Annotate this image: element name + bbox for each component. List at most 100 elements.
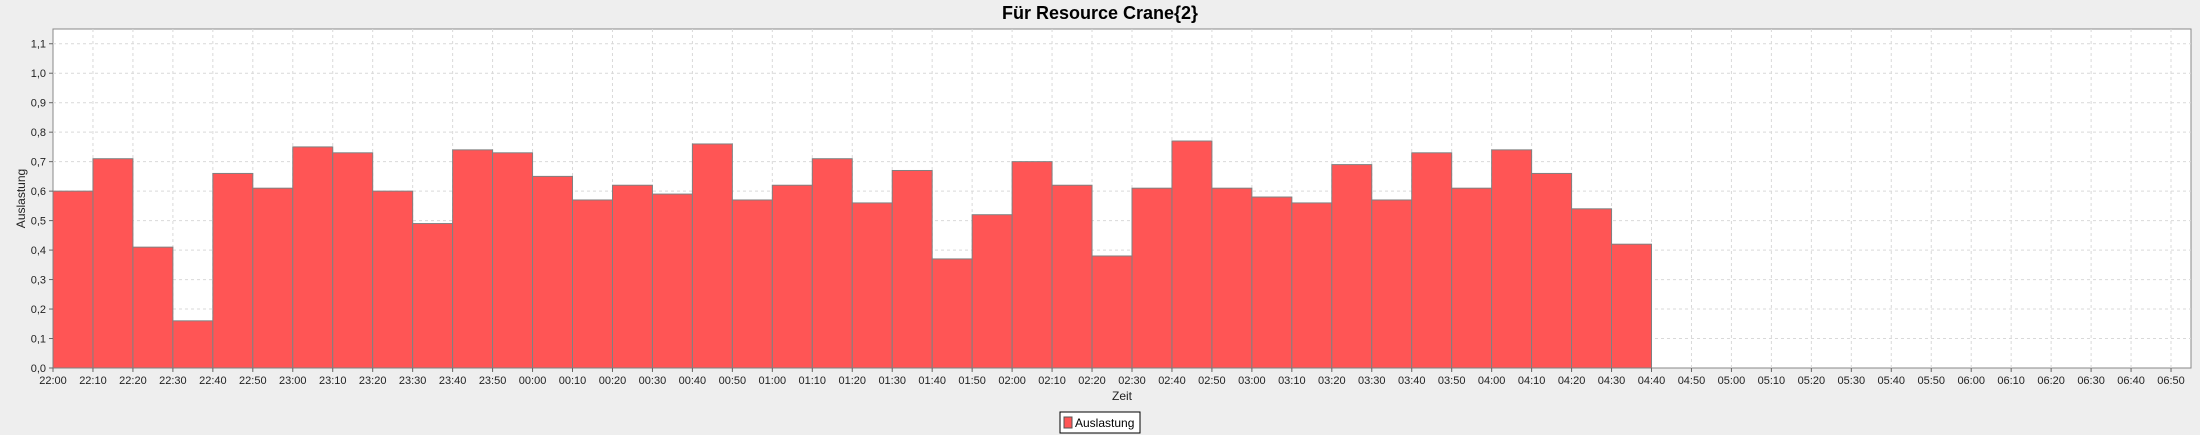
bar: [132, 246, 174, 369]
bar: [1011, 161, 1053, 369]
x-tick-label: 04:40: [1638, 375, 1666, 387]
chart-title: Für Resource Crane{2}: [1002, 3, 1198, 23]
x-tick-label: 02:10: [1038, 375, 1066, 387]
bar: [891, 169, 933, 369]
y-tick-label: 0,8: [31, 127, 46, 139]
bar: [931, 258, 973, 369]
x-tick-label: 02:00: [998, 375, 1026, 387]
x-tick-label: 02:30: [1118, 375, 1146, 387]
x-tick-label: 05:00: [1718, 375, 1746, 387]
legend: Auslastung: [1059, 411, 1141, 434]
x-tick-label: 23:40: [439, 375, 467, 387]
bar: [1171, 140, 1213, 369]
x-tick-label: 03:20: [1318, 375, 1346, 387]
bar: [1211, 187, 1253, 369]
y-tick-label: 0,5: [31, 216, 46, 228]
x-tick-label: 06:30: [2077, 375, 2105, 387]
x-tick-label: 23:20: [359, 375, 387, 387]
bar: [372, 190, 414, 369]
y-tick-label: 1,1: [31, 39, 46, 51]
bars: [52, 140, 1653, 369]
x-tick-label: 06:20: [2037, 375, 2065, 387]
y-tick-label: 1,0: [31, 68, 46, 80]
x-tick-label: 04:20: [1558, 375, 1586, 387]
x-tick-label: 03:00: [1238, 375, 1266, 387]
x-tick-label: 05:30: [1838, 375, 1866, 387]
y-axis-ticks: 0,0 0,1 0,2 0,3 0,4 0,5 0,6 0,7 0,8 0,9 1,0 1,1: [31, 39, 53, 375]
bar: [1531, 172, 1573, 369]
x-tick-label: 02:40: [1158, 375, 1186, 387]
bar: [1371, 199, 1413, 369]
bar: [332, 152, 374, 369]
x-tick-label: 03:50: [1438, 375, 1466, 387]
x-tick-label: 06:50: [2157, 375, 2185, 387]
y-axis-label: Auslastung: [14, 169, 28, 228]
bar: [1131, 187, 1173, 369]
bar: [1331, 164, 1373, 369]
x-tick-label: 00:00: [519, 375, 547, 387]
bar: [651, 193, 693, 369]
bar: [212, 172, 254, 369]
x-tick-label: 01:10: [799, 375, 827, 387]
x-tick-label: 00:10: [559, 375, 587, 387]
bar: [971, 214, 1013, 369]
y-tick-label: 0,3: [31, 275, 46, 287]
bar: [611, 184, 653, 369]
x-tick-label: 06:40: [2117, 375, 2145, 387]
bar: [1491, 149, 1533, 369]
bar: [1411, 152, 1453, 369]
bar: [412, 223, 454, 369]
bar: [1611, 243, 1653, 369]
x-tick-label: 04:30: [1598, 375, 1626, 387]
x-tick-label: 22:30: [159, 375, 187, 387]
bar: [731, 199, 773, 369]
bar: [172, 320, 214, 369]
x-tick-label: 23:50: [479, 375, 507, 387]
x-tick-label: 05:50: [1917, 375, 1945, 387]
x-tick-label: 22:50: [239, 375, 267, 387]
x-tick-label: 04:10: [1518, 375, 1546, 387]
x-axis-ticks: 22:00 22:10 22:20 22:30 22:40 22:50 23:00 23:10…: [39, 368, 2185, 387]
bar: [492, 152, 534, 369]
bar: [252, 187, 294, 369]
x-tick-label: 00:50: [719, 375, 747, 387]
x-tick-label: 06:10: [1997, 375, 2025, 387]
x-tick-label: 22:20: [119, 375, 147, 387]
x-tick-label: 00:20: [599, 375, 627, 387]
x-tick-label: 23:00: [279, 375, 307, 387]
bar: [1451, 187, 1493, 369]
x-tick-label: 04:00: [1478, 375, 1506, 387]
x-tick-label: 22:10: [79, 375, 107, 387]
bar: [811, 158, 853, 369]
bar: [691, 143, 733, 369]
bar: [1291, 202, 1333, 369]
x-tick-label: 05:20: [1798, 375, 1826, 387]
x-tick-label: 05:10: [1758, 375, 1786, 387]
x-tick-label: 01:00: [759, 375, 787, 387]
bar: [292, 146, 334, 369]
x-tick-label: 04:50: [1678, 375, 1706, 387]
x-tick-label: 22:40: [199, 375, 227, 387]
bar: [532, 175, 574, 369]
x-tick-label: 03:30: [1358, 375, 1386, 387]
x-tick-label: 22:00: [39, 375, 67, 387]
x-tick-label: 03:40: [1398, 375, 1426, 387]
y-tick-label: 0,2: [31, 304, 46, 316]
y-tick-label: 0,7: [31, 157, 46, 169]
bar: [52, 190, 94, 369]
x-tick-label: 01:40: [918, 375, 946, 387]
x-tick-label: 06:00: [1957, 375, 1985, 387]
bar: [452, 149, 494, 369]
x-tick-label: 03:10: [1278, 375, 1306, 387]
bar: [1251, 196, 1293, 369]
x-tick-label: 02:20: [1078, 375, 1106, 387]
bar: [92, 158, 134, 369]
x-tick-label: 02:50: [1198, 375, 1226, 387]
bar: [771, 184, 813, 369]
bar: [1051, 184, 1093, 369]
bar: [1091, 255, 1133, 369]
x-tick-label: 05:40: [1878, 375, 1906, 387]
legend-label: Auslastung: [1075, 416, 1134, 430]
x-tick-label: 01:50: [958, 375, 986, 387]
